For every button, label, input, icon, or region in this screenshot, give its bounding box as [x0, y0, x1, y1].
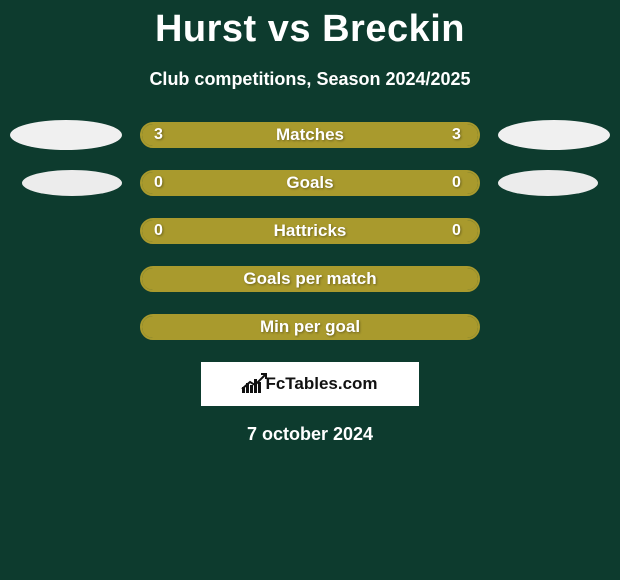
fctables-chart-icon [242, 375, 261, 393]
stat-row-goals: 0 Goals 0 [0, 170, 620, 196]
stat-bar-goals: 0 Goals 0 [140, 170, 480, 196]
player-right-ellipse [498, 120, 610, 150]
stat-bar-matches: 3 Matches 3 [140, 122, 480, 148]
spacer [498, 217, 606, 245]
stat-label: Matches [168, 125, 452, 145]
stat-row-mpg: Min per goal [0, 314, 620, 340]
stat-row-gpm: Goals per match [0, 266, 620, 292]
logo-box: FcTables.com [201, 362, 419, 406]
logo-text: FcTables.com [265, 374, 377, 394]
stat-bar-hattricks: 0 Hattricks 0 [140, 218, 480, 244]
spacer [14, 217, 122, 245]
stat-row-hattricks: 0 Hattricks 0 [0, 218, 620, 244]
stat-right-value: 0 [452, 174, 466, 192]
player-left-ellipse [22, 170, 122, 196]
stat-bar-gpm: Goals per match [140, 266, 480, 292]
stat-label: Hattricks [168, 221, 452, 241]
stat-label: Goals per match [168, 269, 452, 289]
stat-left-value: 3 [154, 126, 168, 144]
subtitle: Club competitions, Season 2024/2025 [0, 69, 620, 90]
page-title: Hurst vs Breckin [0, 0, 620, 51]
stat-right-value: 0 [452, 222, 466, 240]
player-right-ellipse [498, 170, 598, 196]
date-text: 7 october 2024 [0, 424, 620, 445]
stat-left-value: 0 [154, 222, 168, 240]
spacer [498, 313, 606, 341]
stat-label: Min per goal [168, 317, 452, 337]
player-left-ellipse [10, 120, 122, 150]
stats-container: 3 Matches 3 0 Goals 0 0 Hattricks 0 [0, 122, 620, 340]
stat-bar-mpg: Min per goal [140, 314, 480, 340]
spacer [14, 265, 122, 293]
stat-left-value: 0 [154, 174, 168, 192]
spacer [14, 313, 122, 341]
stat-label: Goals [168, 173, 452, 193]
stat-right-value: 3 [452, 126, 466, 144]
stat-row-matches: 3 Matches 3 [0, 122, 620, 148]
spacer [498, 265, 606, 293]
